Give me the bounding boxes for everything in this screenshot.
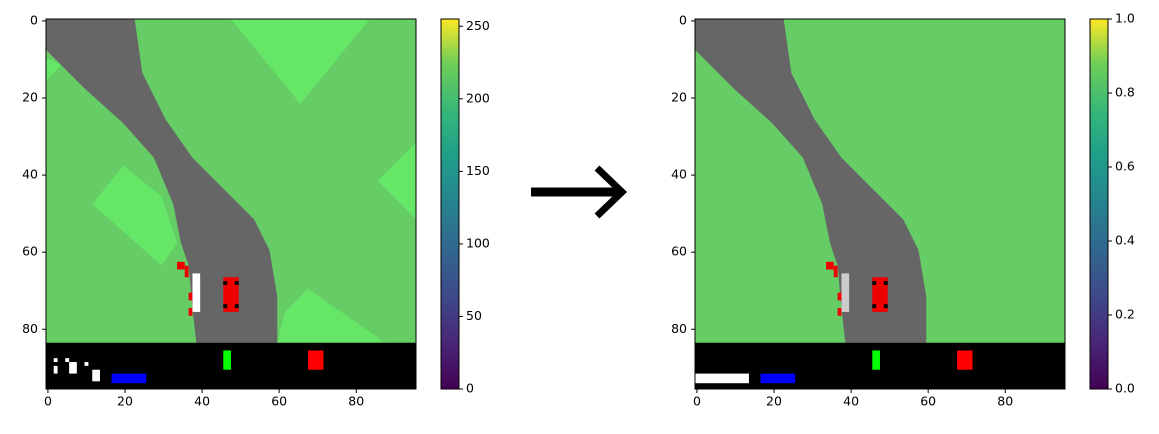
arrow: [531, 165, 628, 219]
axes-frame: [45, 18, 417, 390]
colorbar-tick-label: 0.8: [1115, 85, 1135, 100]
x-tick-label: 80: [348, 394, 364, 409]
y-tick-label: 60: [22, 244, 38, 259]
colorbar-tick-label: 150: [466, 163, 490, 178]
colorbar-tick-label: 0: [466, 381, 474, 396]
x-tick-label: 40: [194, 394, 210, 409]
y-tick-label: 40: [671, 167, 687, 182]
frame-processed: [695, 19, 1065, 389]
colorbar-tick-label: 0.0: [1115, 381, 1135, 396]
axes-frame: [694, 18, 1066, 390]
y-tick-label: 40: [22, 167, 38, 182]
colorbar-tick-label: 1.0: [1115, 11, 1135, 26]
y-tick-label: 80: [22, 321, 38, 336]
colorbar-tick-label: 0.2: [1115, 307, 1135, 322]
x-tick-label: 40: [843, 394, 859, 409]
colorbar-tick-label: 0.6: [1115, 159, 1135, 174]
colorbar-tick-label: 50: [466, 308, 482, 323]
colorbar-tick-label: 250: [466, 18, 490, 33]
y-tick-label: 0: [679, 12, 687, 27]
colorbar-tick-label: 100: [466, 235, 490, 250]
y-tick-label: 80: [671, 321, 687, 336]
colorbar-tick-label: 200: [466, 90, 490, 105]
x-tick-label: 20: [117, 394, 133, 409]
x-tick-label: 0: [693, 394, 701, 409]
y-tick-label: 0: [30, 12, 38, 27]
x-tick-label: 80: [997, 394, 1013, 409]
x-tick-label: 20: [766, 394, 782, 409]
y-tick-label: 20: [22, 90, 38, 105]
colorbar-tick-label: 0.4: [1115, 233, 1135, 248]
frame-original: [46, 19, 416, 389]
x-tick-label: 0: [44, 394, 52, 409]
colorbar: [1089, 18, 1109, 390]
x-tick-label: 60: [920, 394, 936, 409]
x-tick-label: 60: [271, 394, 287, 409]
y-tick-label: 60: [671, 244, 687, 259]
y-tick-label: 20: [671, 90, 687, 105]
colorbar: [440, 18, 460, 390]
